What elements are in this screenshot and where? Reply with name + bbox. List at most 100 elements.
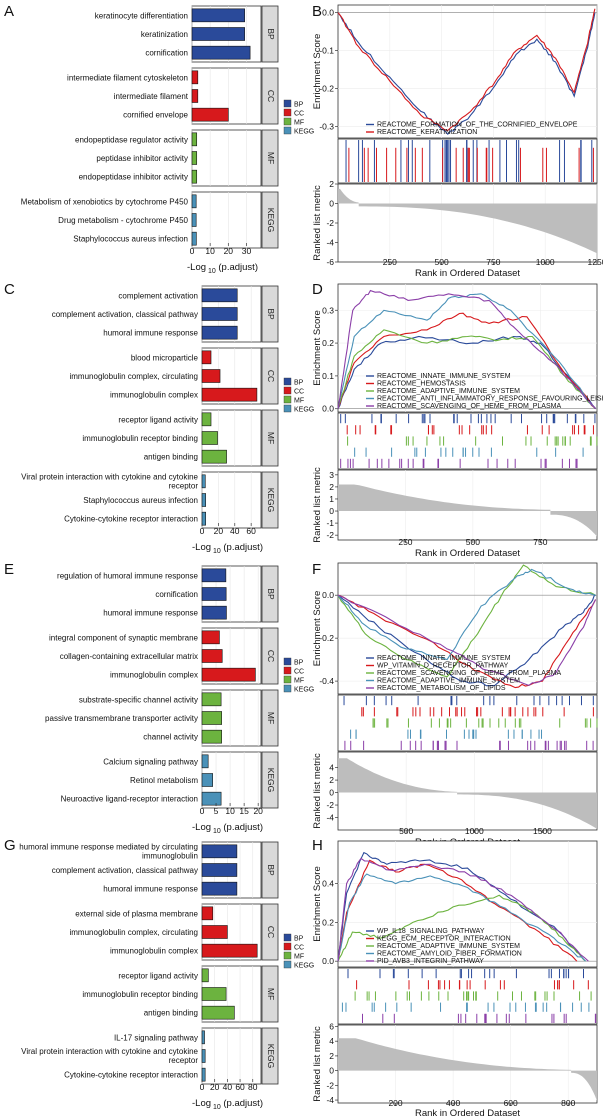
category-label: immunoglobulin complex, circulating <box>69 372 198 381</box>
es-line <box>337 857 589 962</box>
legend-label: BP <box>294 936 304 943</box>
facet-kegg: KEGG IL-17 signaling pathway Viral protein… <box>21 1027 279 1085</box>
legend-swatch <box>283 951 292 960</box>
group-legend: BP CC MF KEGG <box>283 933 314 970</box>
bar <box>201 605 227 620</box>
x-tick-label: 500 <box>399 826 413 836</box>
facet-strip-label: CC <box>266 926 276 938</box>
legend-label: CC <box>294 389 304 396</box>
panel-letter-d: D <box>312 281 323 298</box>
facet-strip-label: MF <box>266 988 276 1000</box>
facet-mf: MF receptor ligand activity immunoglobulin… <box>82 409 279 467</box>
y-tick-label: -0.2 <box>319 633 334 643</box>
facet-strip <box>261 67 279 125</box>
x-title-main: -Log <box>192 1098 211 1109</box>
legend-swatch <box>283 395 292 404</box>
bar <box>191 8 245 23</box>
es-line <box>337 12 596 136</box>
category-label: passive transmembrane transporter activi… <box>45 714 198 723</box>
y-tick-label: -0.2 <box>319 84 334 94</box>
x-tick-label: 10 <box>205 246 215 256</box>
metric-area <box>338 1038 597 1101</box>
x-axis-title: -Log 10 (p.adjust) <box>192 1098 263 1111</box>
y-tick-label: 2 <box>329 775 334 785</box>
category-label: immunoglobulin complex, circulating <box>69 928 198 937</box>
bar <box>201 844 238 859</box>
category-label: complement activation, classical pathway <box>52 310 198 319</box>
facet-strip <box>261 751 279 809</box>
legend-swatch <box>283 404 292 413</box>
legend-label: CC <box>294 669 304 676</box>
es-panel <box>337 4 598 139</box>
x-tick-label: 750 <box>533 537 547 547</box>
x-tick-label: 1250 <box>588 257 603 267</box>
facet-strip-label: MF <box>266 152 276 164</box>
x-tick-label: 0 <box>200 526 205 536</box>
legend-label: BP <box>294 102 304 109</box>
bar <box>201 325 238 340</box>
es-panel <box>337 283 598 413</box>
facet-strip <box>261 903 279 961</box>
y-tick-label: 4 <box>329 1036 334 1046</box>
es-line <box>337 594 596 687</box>
facet-panel <box>201 1027 262 1085</box>
facet-bp: BP complement activation complement activa… <box>52 285 279 343</box>
facet-cc: CC integral component of synaptic membran… <box>49 627 279 685</box>
x-tick-label: 60 <box>235 1082 245 1092</box>
x-tick-label: 0 <box>200 1082 205 1092</box>
y-tick-label: 2 <box>329 179 334 189</box>
category-label: Calcium signaling pathway <box>103 757 198 766</box>
facet-kegg: KEGG Viral protein interaction with cytok… <box>21 471 279 529</box>
group-legend: BP CC MF KEGG <box>283 377 314 414</box>
y-tick-label: 1 <box>329 494 334 504</box>
category-label: keratinization <box>141 30 188 39</box>
legend-label: REACTOME_ADAPTIVE_IMMUNE_SYSTEM <box>377 678 520 685</box>
category-label: humoral immune response <box>103 609 198 618</box>
facet-strip <box>261 841 279 899</box>
y-axis-title: Enrichment Score <box>312 34 323 110</box>
legend-label: MF <box>294 678 304 685</box>
bar <box>201 667 256 682</box>
y-tick-label: 0.2 <box>322 338 334 348</box>
x-tick-label: 40 <box>230 526 240 536</box>
facet-strip-label: MF <box>266 712 276 724</box>
y-tick-label: 0.0 <box>322 8 334 18</box>
bar <box>191 169 198 184</box>
x-tick-label: 250 <box>383 257 397 267</box>
y-tick-label: -0.3 <box>319 122 334 132</box>
facet-bp: BP regulation of humoral immune response c… <box>57 565 279 623</box>
x-title-sub: 10 <box>206 268 216 275</box>
gsea-plot-b: 0.0 -0.1 -0.2 -0.3 REACTOME_FORMATION_OF_THE… <box>312 4 603 279</box>
legend-label: BP <box>294 660 304 667</box>
category-label: endopeptidase regulator activity <box>75 135 188 144</box>
go-barplot-a: BP keratinocyte differentiation keratiniza… <box>21 5 314 275</box>
category-label: cornification <box>145 49 188 58</box>
facet-strip-label: KEGG <box>266 488 276 513</box>
y-tick-label: -2 <box>326 1080 334 1090</box>
x-title-rest: (p.adjust) <box>216 262 258 273</box>
bar <box>201 630 220 645</box>
gsea-plot-f: 0.0 -0.2 -0.4 REACTOME_INNATE_IMMUNE_SYSTEM… <box>312 562 598 848</box>
bar <box>201 474 206 489</box>
bar <box>201 729 222 744</box>
facet-strip-label: KEGG <box>266 768 276 793</box>
x-tick-label: 10 <box>225 806 235 816</box>
x-tick-label: 40 <box>223 1082 233 1092</box>
x-tick-label: 1000 <box>536 257 555 267</box>
x-title-sub: 10 <box>211 548 221 555</box>
category-label: immunoglobulin complex <box>110 947 198 956</box>
category-label: keratinocyte differentiation <box>95 11 188 20</box>
y-axis-title: Enrichment Score <box>312 866 323 942</box>
legend-swatch <box>283 675 292 684</box>
x-tick-label: 200 <box>388 1098 402 1108</box>
y-tick-label: 0.4 <box>322 879 334 889</box>
bar <box>201 493 206 507</box>
legend-label: REACTOME_ADAPTIVE_IMMUNE_SYSTEM <box>377 388 520 395</box>
x-tick-label: 500 <box>435 257 449 267</box>
facet-strip-label: KEGG <box>266 208 276 233</box>
legend-swatch <box>283 386 292 395</box>
facet-strip <box>261 285 279 343</box>
y-tick-label: 0.3 <box>322 305 334 315</box>
y-tick-label: -1 <box>326 518 334 528</box>
